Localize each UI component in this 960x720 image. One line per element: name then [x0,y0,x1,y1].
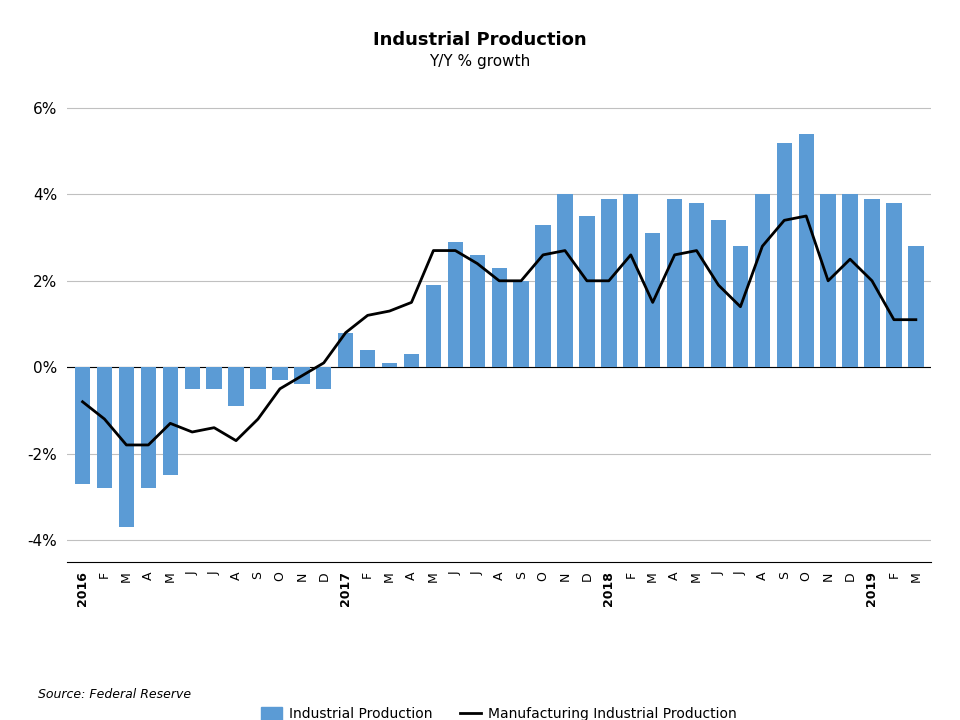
Bar [689,203,705,367]
Bar [382,363,397,367]
Bar [558,194,573,367]
Bar [273,367,288,380]
Bar [799,134,814,367]
Bar [184,367,200,389]
Bar [338,333,353,367]
Bar [908,246,924,367]
Bar [162,367,178,475]
Bar [623,194,638,367]
Bar [886,203,901,367]
Bar [732,246,748,367]
Text: Y/Y % growth: Y/Y % growth [429,54,531,68]
Bar [469,255,485,367]
Bar [579,216,594,367]
Bar [316,367,331,389]
Bar [425,285,441,367]
Bar [777,143,792,367]
Bar [514,281,529,367]
Bar [360,350,375,367]
Bar [536,225,551,367]
Bar [710,220,726,367]
Bar [601,199,616,367]
Bar [294,367,309,384]
Bar [864,199,879,367]
Bar [842,194,857,367]
Bar [141,367,156,488]
Bar [228,367,244,406]
Bar [404,354,420,367]
Text: Industrial Production: Industrial Production [373,30,587,49]
Bar [492,268,507,367]
Bar [447,242,463,367]
Bar [821,194,836,367]
Text: Source: Federal Reserve: Source: Federal Reserve [38,688,192,701]
Bar [206,367,222,389]
Bar [667,199,683,367]
Bar [645,233,660,367]
Legend: Industrial Production, Manufacturing Industrial Production: Industrial Production, Manufacturing Ind… [256,701,742,720]
Bar [97,367,112,488]
Bar [755,194,770,367]
Bar [75,367,90,484]
Bar [251,367,266,389]
Bar [119,367,134,527]
